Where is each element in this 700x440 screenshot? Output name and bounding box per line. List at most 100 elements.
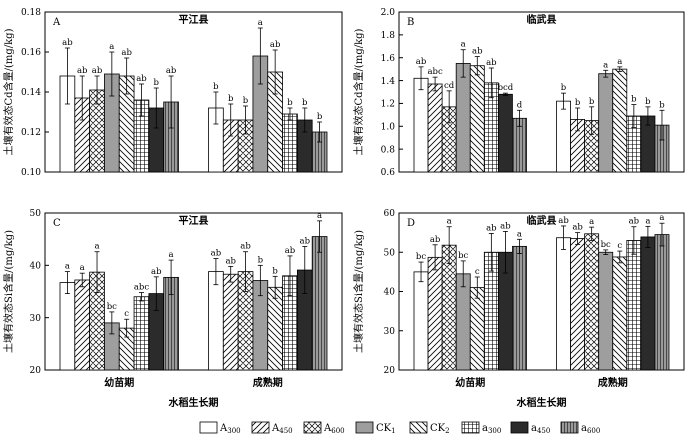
y-tick-label: 1.2 <box>381 100 395 110</box>
y-tick-label: 0.6 <box>381 168 396 178</box>
legend-label: a300 <box>482 423 501 435</box>
plot-frame <box>44 212 343 371</box>
significance-label: a <box>94 242 99 252</box>
bar-A300-g1 <box>413 77 429 173</box>
significance-label: ab <box>166 66 177 76</box>
significance-label: a <box>258 18 263 28</box>
panel-title: 临武县 <box>527 13 557 26</box>
y-tick-label: 1.0 <box>381 122 396 132</box>
legend: A300 A450 A600 CK1 CK2 a300 a450 a600 <box>199 421 600 435</box>
significance-label: bc <box>416 252 426 262</box>
legend-label: A450 <box>271 423 293 435</box>
bar-CK2-g2 <box>267 286 283 371</box>
y-tick-label: 0.12 <box>21 128 41 138</box>
legend-item-A450: A450 <box>251 421 293 435</box>
legend-label: a600 <box>581 423 600 435</box>
significance-label: ab <box>629 217 640 227</box>
y-tick-label: 40 <box>30 262 42 272</box>
legend-item-A600: A600 <box>303 421 345 435</box>
significance-label: a <box>589 217 594 227</box>
significance-label: a <box>645 216 650 226</box>
category-label: 幼苗期 <box>455 376 485 389</box>
panel-letter: D <box>407 218 415 229</box>
y-tick-label: 20 <box>30 366 42 376</box>
y-tick-label: 0.18 <box>21 8 41 18</box>
bar-a450-g1 <box>497 93 513 173</box>
bar-a300-g2 <box>626 240 642 371</box>
significance-label: ab <box>300 236 311 246</box>
y-tick-label: 1.4 <box>381 77 396 87</box>
significance-label: b <box>258 255 264 265</box>
panel-title: 平江县 <box>179 13 209 26</box>
x-axis-title: 水稻生长期 <box>516 396 567 409</box>
significance-label: a <box>317 211 322 221</box>
bar-A300-g1 <box>413 271 429 371</box>
legend-swatch <box>461 421 480 434</box>
significance-label: ab <box>92 66 103 76</box>
significance-label: ab <box>270 40 281 50</box>
y-tick-label: 0.8 <box>381 145 396 155</box>
significance-label: abc <box>134 283 150 293</box>
significance-label: cd <box>444 81 455 91</box>
bar-A450-g2 <box>570 238 586 371</box>
significance-label: ab <box>77 66 88 76</box>
legend-item-A300: A300 <box>199 421 241 435</box>
significance-label: b <box>287 98 293 108</box>
significance-label: b <box>575 98 581 108</box>
significance-label: b <box>561 83 567 93</box>
significance-label: abc <box>427 67 443 77</box>
legend-item-a600: a600 <box>560 421 600 435</box>
significance-label: a <box>447 217 452 227</box>
y-axis-label: 土壤有效态Si含量/(mg/kg) <box>352 230 365 353</box>
y-tick-label: 50 <box>30 209 42 219</box>
significance-label: bc <box>107 302 117 312</box>
bar-a600-g1 <box>512 245 527 371</box>
bar-CK2-g1 <box>469 287 485 371</box>
bar-CK2-g1 <box>469 65 485 173</box>
significance-label: a <box>461 40 466 50</box>
significance-label: a <box>109 42 114 52</box>
y-axis-label: 土壤有效态Cd含量/(mg/kg) <box>352 28 365 155</box>
x-axis-title: 水稻生长期 <box>168 396 219 409</box>
legend-item-a450: a450 <box>510 421 550 435</box>
bar-A300-g2 <box>556 237 571 371</box>
legend-item-a300: a300 <box>461 421 501 435</box>
panel-title: 平江县 <box>179 214 209 227</box>
legend-swatch <box>251 421 270 434</box>
significance-label: b <box>645 97 651 107</box>
panel-letter: C <box>53 218 61 229</box>
significance-label: ab <box>416 57 427 67</box>
significance-label: b <box>154 78 160 88</box>
significance-label: ab <box>486 58 497 68</box>
bar-A450-g1 <box>74 279 91 371</box>
significance-label: b <box>631 95 637 105</box>
significance-label: ab <box>240 242 251 252</box>
y-tick-label: 30 <box>30 314 42 324</box>
legend-swatch <box>560 421 579 434</box>
legend-swatch <box>303 421 322 434</box>
bar-A450-g1 <box>427 83 443 173</box>
legend-label: A300 <box>219 423 241 435</box>
category-label: 成熟期 <box>253 376 283 389</box>
significance-label: b <box>272 266 278 276</box>
y-tick-label: 1.6 <box>381 54 396 64</box>
bar-A450-g1 <box>427 256 443 371</box>
panel-letter: A <box>52 17 61 28</box>
legend-swatch <box>409 421 428 434</box>
bar-a300-g1 <box>133 296 150 371</box>
bar-a600-g2 <box>311 236 328 371</box>
legend-swatch <box>355 421 374 434</box>
bar-A600-g2 <box>584 233 600 371</box>
y-tick-label: 20 <box>384 366 396 376</box>
bar-a450-g2 <box>640 236 656 371</box>
y-tick-label: 30 <box>384 327 396 337</box>
significance-label: a <box>80 263 85 273</box>
significance-label: bc <box>458 251 468 261</box>
significance-label: b <box>659 100 665 110</box>
legend-swatch <box>510 421 529 434</box>
significance-label: ab <box>500 221 511 231</box>
significance-label: ab <box>151 267 162 277</box>
y-tick-label: 40 <box>384 288 396 298</box>
